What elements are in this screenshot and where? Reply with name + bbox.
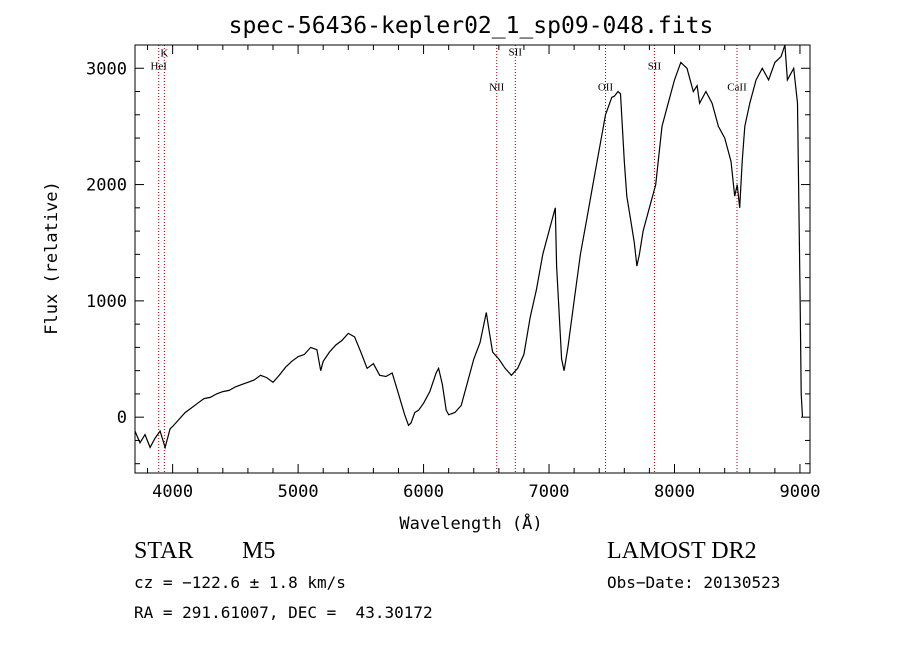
redshift-readout: cz = −122.6 ± 1.8 km/s [134, 573, 346, 592]
survey-name: LAMOST DR2 [607, 538, 757, 564]
spectral-line-label: OII [598, 81, 614, 93]
y-axis-label: Flux (relative) [42, 181, 62, 335]
x-tick-label: 5000 [278, 482, 319, 502]
spectral-line-label: NII [489, 81, 505, 93]
coordinates-readout: RA = 291.61007, DEC = 43.30172 [134, 603, 433, 622]
y-tick-label: 3000 [86, 59, 127, 79]
x-tick-label: 8000 [654, 482, 695, 502]
spectral-line-label: K [160, 48, 168, 60]
spectrum-line [134, 44, 804, 450]
observation-date: Obs−Date: 20130523 [607, 573, 781, 592]
x-axis-label: Wavelength (Å) [399, 512, 542, 534]
axes-frame [134, 44, 811, 474]
y-tick-label: 2000 [86, 176, 127, 196]
x-tick-label: 7000 [529, 482, 570, 502]
spectral-line-label: HeI [150, 60, 167, 72]
chart-title: spec-56436-kepler02_1_sp09-048.fits [229, 13, 714, 39]
x-tick-label: 9000 [779, 482, 820, 502]
y-tick-label: 0 [117, 408, 127, 428]
y-tick-label: 1000 [86, 292, 127, 312]
spectral-line-label: SII [648, 60, 662, 72]
x-tick-label: 6000 [403, 482, 444, 502]
x-tick-label: 4000 [152, 482, 193, 502]
object-subclass: M5 [242, 538, 276, 564]
spectral-line-label: CaII [727, 81, 747, 93]
object-class: STAR [134, 538, 194, 564]
spectral-line-label: SII [509, 46, 523, 58]
